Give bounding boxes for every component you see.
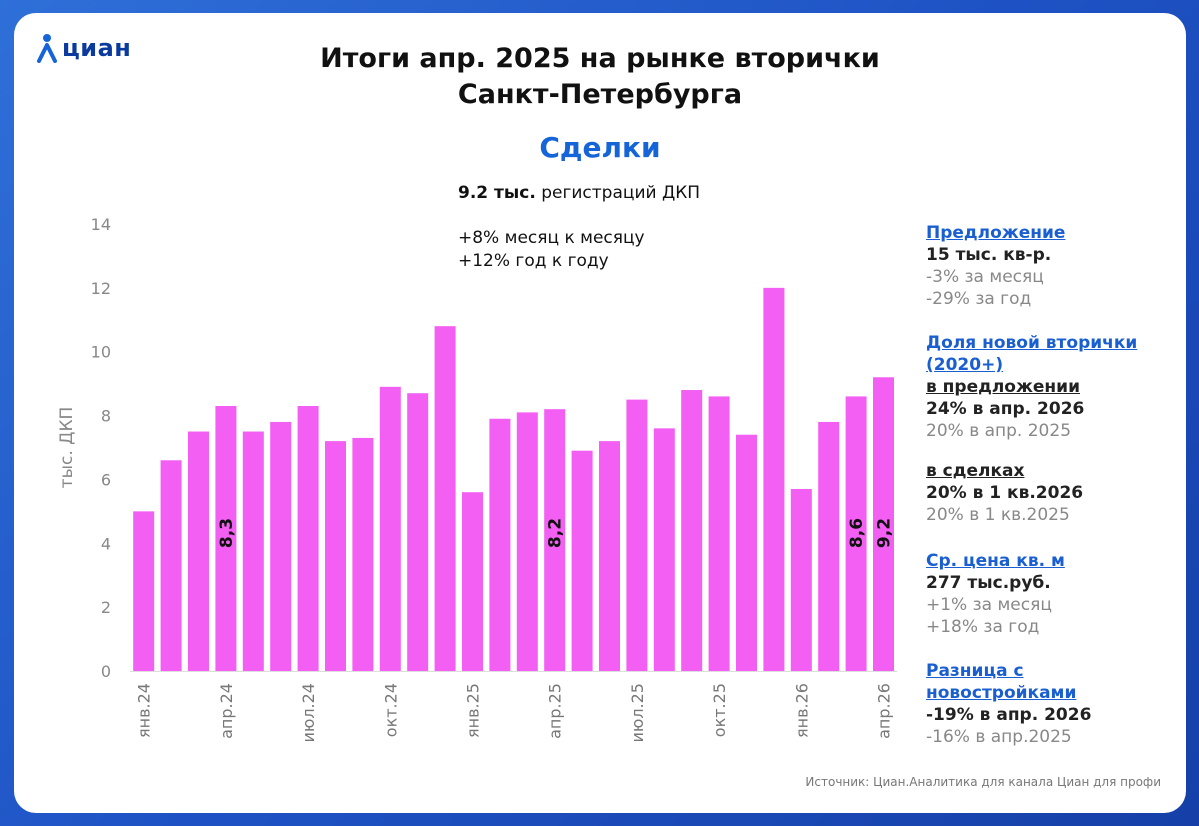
offer-mom: -3% за месяц — [926, 267, 1044, 287]
sidebar-offer: Предложение 15 тыс. кв-р. -3% за месяц -… — [926, 222, 1065, 310]
bar-янв.25 — [462, 492, 483, 671]
new-share-offer-now: 24% в апр. 2026 — [926, 399, 1085, 419]
bar-июл.24 — [297, 405, 319, 671]
bar-фев.25 — [489, 418, 511, 671]
bar-дек.25 — [763, 287, 785, 671]
price-value: 277 тыс.руб. — [926, 573, 1051, 593]
sidebar-new-share: Доля новой вторички (2020+) в предложени… — [926, 332, 1137, 526]
section-subtitle: Сделки — [539, 131, 661, 164]
new-share-title-link[interactable]: Доля новой вторички (2020+) — [926, 332, 1137, 376]
bar-апр.26 — [873, 377, 894, 671]
y-tick-label: 10 — [91, 343, 111, 362]
x-tick-label: янв.25 — [464, 683, 483, 738]
bar-янв.24 — [133, 511, 155, 671]
diff-title-line2: новостройками — [926, 683, 1077, 703]
data-label: 8,3 — [217, 518, 237, 548]
bar-май.25 — [571, 450, 593, 671]
brand-name: циан — [62, 34, 132, 62]
diff-now: -19% в апр. 2026 — [926, 705, 1092, 725]
bar-мар.25 — [516, 412, 538, 671]
x-tick-label: июл.24 — [299, 683, 318, 743]
bar-ноя.24 — [407, 393, 429, 671]
x-tick-label: окт.24 — [381, 683, 400, 737]
bar-июн.25 — [599, 441, 620, 671]
x-tick-label: апр.24 — [217, 683, 236, 739]
source-note: Источник: Циан.Аналитика для канала Циан… — [805, 775, 1161, 789]
data-label: 8,2 — [546, 518, 566, 548]
bar-окт.24 — [379, 386, 401, 671]
data-label: 9,2 — [875, 518, 895, 548]
bar-дек.24 — [434, 326, 456, 671]
new-share-deals-prev: 20% в 1 кв.2025 — [926, 505, 1070, 525]
data-label: 8,6 — [847, 518, 867, 548]
bar-окт.25 — [708, 396, 730, 671]
diff-title-link[interactable]: Разница с новостройками — [926, 660, 1091, 704]
headline-text: регистраций ДКП — [535, 183, 701, 203]
change-yoy: +12% год к году — [458, 251, 609, 271]
bar-апр.24 — [215, 405, 237, 671]
y-tick-label: 2 — [101, 598, 111, 617]
bar-мар.24 — [188, 431, 209, 671]
x-tick-label: янв.26 — [792, 683, 811, 738]
new-share-deals-label: в сделках — [926, 461, 1025, 481]
new-share-offer-label: в предложении — [926, 377, 1080, 397]
brand-logo[interactable]: циан — [36, 33, 131, 63]
location-pin-icon — [37, 34, 57, 63]
bar-янв.26 — [790, 489, 812, 671]
y-tick-label: 8 — [101, 407, 111, 426]
y-tick-label: 6 — [101, 470, 111, 489]
x-tick-label: апр.26 — [875, 683, 894, 739]
page-title-line1: Итоги апр. 2025 на рынке вторички — [320, 43, 880, 74]
y-tick-label: 12 — [91, 279, 111, 298]
y-tick-label: 14 — [91, 215, 111, 234]
y-axis-label: тыс. ДКП — [57, 407, 77, 489]
headline-value: 9.2 тыс. — [458, 183, 536, 203]
offer-value: 15 тыс. кв-р. — [926, 245, 1052, 265]
bar-фев.26 — [818, 421, 840, 671]
y-tick-label: 0 — [101, 662, 111, 681]
y-tick-label: 4 — [101, 534, 111, 553]
bar-авг.24 — [325, 441, 346, 671]
price-yoy: +18% за год — [926, 617, 1040, 637]
change-mom: +8% месяц к месяцу — [458, 228, 645, 248]
offer-yoy: -29% за год — [926, 289, 1032, 309]
offer-title-link[interactable]: Предложение — [926, 223, 1066, 243]
sidebar-price: Ср. цена кв. м 277 тыс.руб. +1% за месяц… — [926, 550, 1065, 638]
price-mom: +1% за месяц — [926, 595, 1052, 615]
bar-сен.25 — [681, 390, 703, 671]
x-tick-label: апр.25 — [546, 683, 565, 739]
x-tick-label: июл.25 — [628, 683, 647, 743]
bar-июн.24 — [270, 421, 292, 671]
bar-апр.25 — [544, 409, 566, 671]
diff-prev: -16% в апр.2025 — [926, 727, 1072, 747]
bar-июл.25 — [626, 399, 648, 671]
new-share-offer-prev: 20% в апр. 2025 — [926, 421, 1072, 441]
bar-chart: 0 2 4 6 8 10 12 14 тыс. ДКП янв.24 апр.24 июл.24 окт… — [57, 215, 898, 743]
sidebar-diff: Разница с новостройками -19% в апр. 2026… — [926, 660, 1091, 748]
report-card: циан Итоги апр. 2025 на рынке вторички С… — [14, 13, 1186, 813]
bar-сен.24 — [352, 437, 374, 671]
bar-май.24 — [242, 431, 264, 671]
price-title-link[interactable]: Ср. цена кв. м — [926, 551, 1065, 571]
page-title-line2: Санкт-Петербурга — [457, 79, 743, 110]
new-share-title-line1: Доля новой вторички — [926, 333, 1138, 353]
bar-ноя.25 — [736, 434, 757, 671]
new-share-deals-now: 20% в 1 кв.2026 — [926, 483, 1084, 503]
x-tick-label: окт.25 — [710, 683, 729, 737]
bar-авг.25 — [653, 428, 675, 671]
bar-мар.26 — [845, 396, 867, 671]
headline-summary: 9.2 тыс. регистраций ДКП — [458, 183, 700, 203]
diff-title-line1: Разница с — [926, 661, 1024, 681]
x-tick-label: янв.24 — [135, 683, 154, 738]
bar-фев.24 — [160, 460, 182, 671]
new-share-title-line2: (2020+) — [926, 355, 1004, 375]
